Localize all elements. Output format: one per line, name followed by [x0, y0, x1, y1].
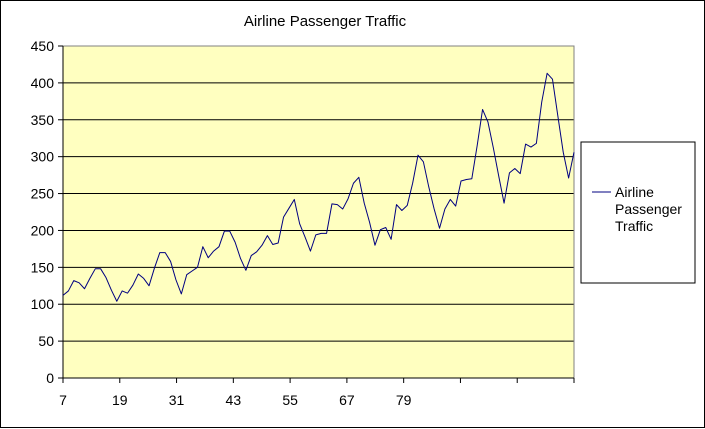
x-axis: 7 19 31 43 55 67 79	[59, 377, 575, 408]
y-axis: 0 50 100 150 200 250 300 350 400 450	[31, 38, 64, 386]
x-tick-label: 31	[169, 392, 185, 408]
y-tick-label: 200	[31, 222, 55, 238]
gridlines	[63, 82, 574, 342]
chart-title: Airline Passenger Traffic	[244, 13, 407, 30]
legend-box	[580, 141, 696, 284]
y-tick-label: 250	[31, 186, 55, 202]
x-tick-label: 19	[112, 392, 128, 408]
y-tick-label: 350	[31, 112, 55, 128]
legend-label: Airline Passenger Traffic	[615, 184, 682, 234]
y-tick-label: 400	[31, 75, 55, 91]
x-tick-label: 7	[59, 392, 67, 408]
x-tick-label: 55	[282, 392, 298, 408]
y-tick-label: 100	[31, 296, 55, 312]
y-tick-label: 300	[31, 149, 55, 165]
y-tick-label: 50	[38, 333, 54, 349]
y-tick-label: 0	[46, 370, 54, 386]
series-lines	[62, 72, 575, 302]
x-tick-label: 79	[396, 392, 412, 408]
x-tick-label: 67	[339, 392, 355, 408]
y-tick-label: 450	[31, 38, 55, 54]
y-tick-label: 150	[31, 259, 55, 275]
x-tick-label: 43	[226, 392, 242, 408]
plot-area	[63, 46, 574, 378]
series-line	[62, 72, 575, 302]
legend: Airline Passenger Traffic	[580, 141, 696, 284]
